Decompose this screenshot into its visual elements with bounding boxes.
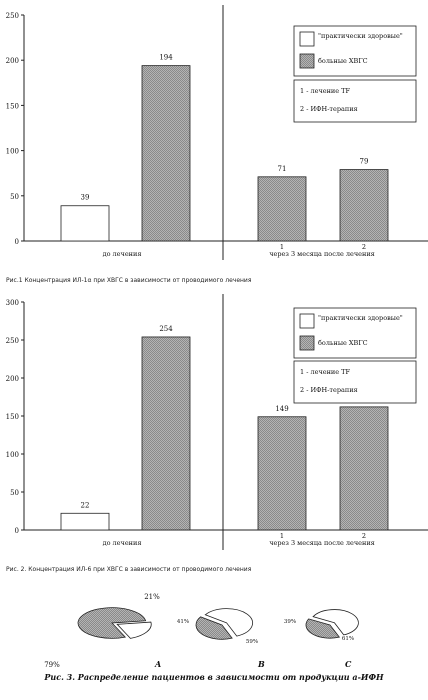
pie-slice [77, 607, 147, 639]
legend-item-patients: больные ХВГС [318, 57, 368, 65]
pie-label: A [154, 659, 161, 669]
pie-slice [116, 621, 152, 639]
bar [339, 169, 389, 242]
group-label-before: до лечения [103, 250, 142, 258]
legend-swatch-patients [299, 53, 315, 69]
note-2: 2 - ИФН-терапия [300, 105, 358, 113]
pie-slice-label: 79% [44, 661, 60, 669]
pie-slice-label: 21% [144, 593, 160, 601]
bar-sublabel: 2 [362, 243, 366, 251]
note-1: 1 - лечение TF [300, 87, 350, 95]
y-tick-label: 300 [6, 299, 19, 307]
bar [257, 176, 307, 242]
y-tick-label: 100 [6, 451, 19, 459]
bar-sublabel: 2 [362, 532, 366, 540]
note-1: 1 - лечение TF [300, 368, 350, 376]
y-tick-label: 200 [6, 375, 19, 383]
bar [141, 65, 191, 242]
y-tick-label: 0 [15, 238, 19, 246]
y-tick-label: 100 [6, 148, 19, 156]
y-tick-label: 50 [10, 489, 19, 497]
y-tick-label: 0 [15, 527, 19, 535]
pie-slice-label: 59% [246, 639, 258, 645]
legend-item-patients: больные ХВГС [318, 339, 368, 347]
data-label: 39 [81, 194, 90, 202]
pie-label: C [345, 659, 352, 669]
group-label-before: до лечения [103, 539, 142, 547]
chart-ifn-pies: 79% 21% A 41% 59% B 39% 61% C [44, 593, 359, 669]
chart-il1: 0 50 100 150 200 250 39 194 71 79 до лечения 1 2чере… [6, 5, 428, 260]
legend-item-healthy: "практически здоровые" [318, 32, 403, 40]
bar [60, 512, 110, 531]
pie-slice [305, 618, 341, 639]
y-tick-label: 200 [6, 57, 19, 65]
notes-box [293, 360, 417, 404]
y-tick-label: 150 [6, 102, 19, 110]
legend-swatch-healthy [299, 313, 315, 329]
group-label-after: через 3 месяца после лечения [269, 250, 375, 258]
bar [339, 406, 389, 531]
pie-slice-label: 39% [284, 619, 296, 625]
figure-1-caption: Рис.1 Концентрация ИЛ-1α при ХВГС в зави… [6, 277, 252, 284]
group-label-after: через 3 месяца после лечения [269, 539, 375, 547]
data-label: 149 [275, 405, 288, 413]
pie-slice-label: 61% [342, 636, 354, 642]
y-tick-label: 250 [6, 337, 19, 345]
pie-slice [195, 616, 233, 640]
data-label: 194 [159, 54, 173, 62]
y-tick-label: 250 [6, 12, 19, 20]
pie-slice [312, 609, 359, 636]
data-label: 71 [278, 165, 287, 173]
figure-3-caption: Рис. 3. Распределение пациентов в зависи… [44, 672, 384, 682]
bar [141, 336, 191, 531]
bar [60, 205, 110, 242]
data-label: 79 [360, 158, 369, 166]
pie-slice [204, 608, 254, 637]
legend-item-healthy: "практически здоровые" [318, 314, 403, 322]
bar-sublabel: 1 [280, 243, 284, 251]
bar [257, 416, 307, 531]
pie-label: B [257, 659, 265, 669]
pie-slice-label: 41% [177, 619, 189, 625]
bar-sublabel: 1 [280, 532, 284, 540]
note-2: 2 - ИФН-терапия [300, 386, 358, 394]
chart-il6: 05010015020025030022254149162до лечения1… [6, 294, 428, 550]
notes-box [293, 79, 417, 123]
data-label: 254 [159, 325, 173, 333]
y-tick-label: 150 [6, 413, 19, 421]
legend-swatch-healthy [299, 31, 315, 47]
figure-2-caption: Рис. 2. Концентрация ИЛ-6 при ХВГС в зав… [6, 566, 252, 573]
y-tick-label: 50 [10, 193, 19, 201]
legend-swatch-patients [299, 335, 315, 351]
data-label: 22 [81, 501, 90, 509]
